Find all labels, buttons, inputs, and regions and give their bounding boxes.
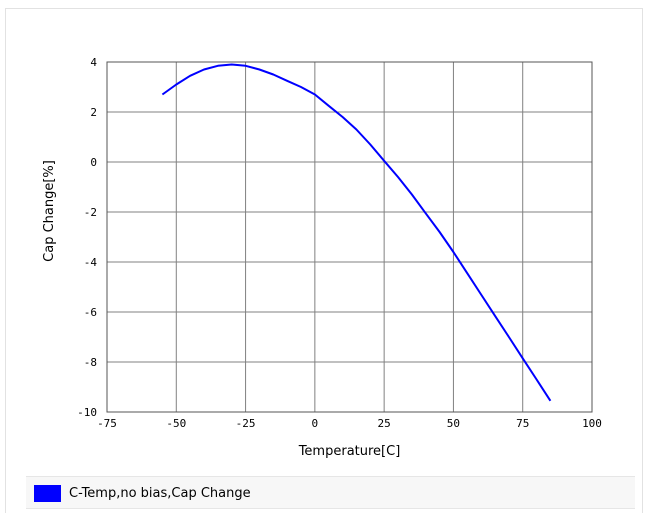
x-tick-label: 100 <box>582 417 602 430</box>
plot-area <box>106 61 593 413</box>
legend-label: C-Temp,no bias,Cap Change <box>69 486 251 501</box>
legend: C-Temp,no bias,Cap Change <box>26 476 635 509</box>
tick-labels: -75 -50 -25 0 25 50 75 100 4 2 0 -2 -4 -6 -8 -10 <box>77 56 602 430</box>
y-tick-label: -4 <box>84 256 98 269</box>
y-tick-label: 2 <box>90 106 97 119</box>
y-tick-label: -2 <box>84 206 97 219</box>
y-tick-label: -6 <box>84 306 97 319</box>
x-tick-label: 75 <box>516 417 529 430</box>
y-tick-label: 0 <box>90 156 97 169</box>
x-tick-label: -50 <box>166 417 186 430</box>
series-lines <box>161 63 552 402</box>
y-tick-label: -10 <box>77 406 97 419</box>
chart-panel <box>5 8 643 513</box>
chart: -75 -50 -25 0 25 50 75 100 4 2 0 -2 -4 -6 -8 -10 Temper… <box>42 56 602 459</box>
y-axis-label: Cap Change[%] <box>42 160 57 262</box>
legend-swatch <box>34 485 61 502</box>
y-tick-label: 4 <box>90 56 97 69</box>
x-tick-label: -25 <box>236 417 256 430</box>
grid <box>106 61 593 413</box>
x-tick-label: -75 <box>97 417 117 430</box>
x-tick-label: 0 <box>312 417 319 430</box>
x-axis-label: Temperature[C] <box>298 444 401 459</box>
y-tick-label: -8 <box>84 356 97 369</box>
series-line <box>161 63 552 402</box>
x-tick-label: 50 <box>447 417 460 430</box>
x-tick-label: 25 <box>378 417 391 430</box>
